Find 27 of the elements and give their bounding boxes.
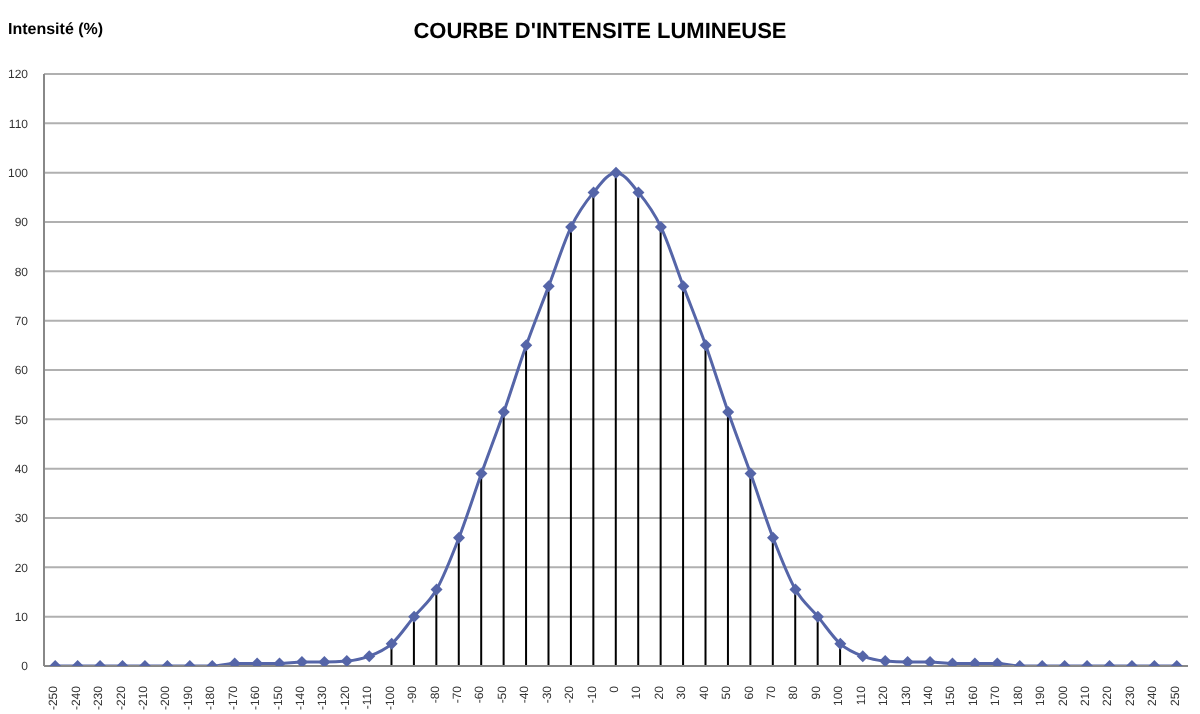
point <box>408 610 421 623</box>
point <box>856 650 869 663</box>
point <box>430 583 443 596</box>
point <box>677 280 690 293</box>
point <box>789 583 802 596</box>
point <box>520 339 533 352</box>
point <box>744 467 757 480</box>
point <box>699 339 712 352</box>
point <box>654 220 667 233</box>
point <box>901 656 914 666</box>
chart-title: COURBE D'INTENSITE LUMINEUSE <box>413 20 787 44</box>
point <box>834 637 847 650</box>
point <box>610 166 622 179</box>
point <box>542 280 555 293</box>
point <box>587 186 600 199</box>
point <box>452 531 465 544</box>
point <box>722 405 735 418</box>
point <box>811 610 824 623</box>
point <box>318 656 331 666</box>
point <box>497 405 510 418</box>
point <box>475 467 488 480</box>
point <box>363 650 376 663</box>
point <box>385 637 398 650</box>
point <box>565 220 578 233</box>
point <box>767 531 780 544</box>
point <box>632 186 645 199</box>
y-axis-title: Intensité (%) <box>8 20 104 38</box>
